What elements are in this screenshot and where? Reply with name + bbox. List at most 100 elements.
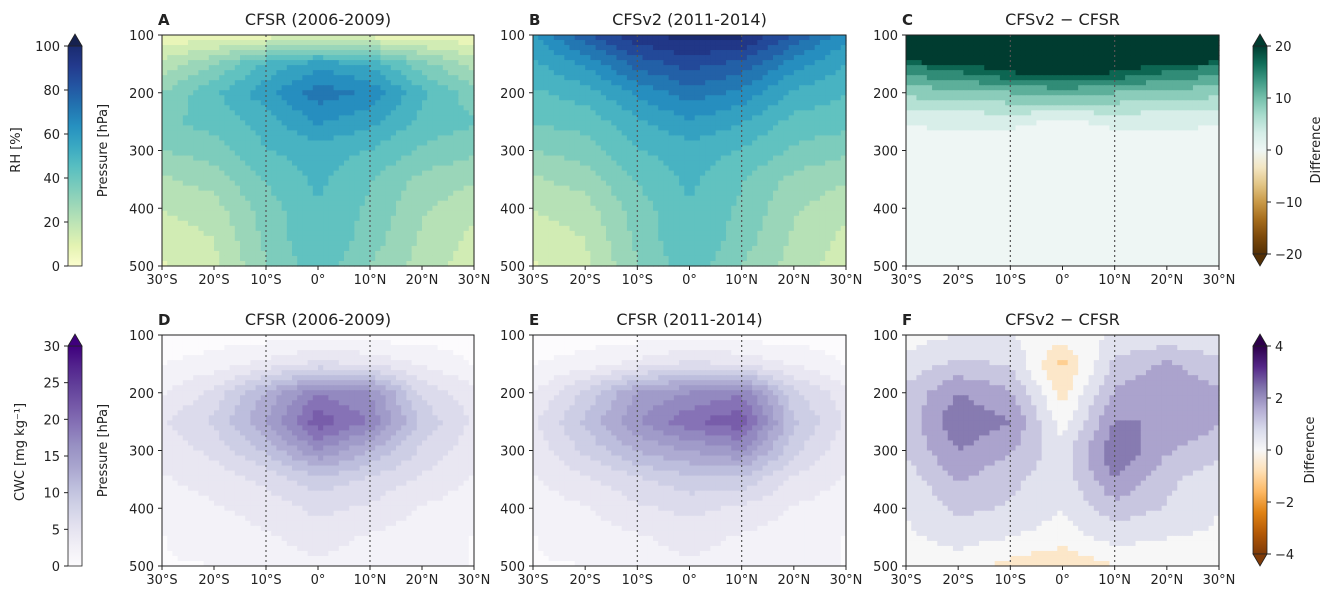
field-cell bbox=[401, 190, 407, 197]
field-cell bbox=[188, 85, 194, 91]
field-cell bbox=[297, 40, 303, 46]
field-cell bbox=[396, 110, 402, 116]
field-cell bbox=[600, 210, 607, 217]
field-cell bbox=[621, 40, 628, 46]
field-cell bbox=[432, 200, 439, 207]
field-cell bbox=[214, 235, 220, 242]
field-cell bbox=[564, 150, 571, 157]
field-cell bbox=[266, 215, 272, 222]
field-cell bbox=[642, 185, 649, 192]
field-cell bbox=[533, 100, 539, 106]
field-cell bbox=[432, 100, 439, 106]
field-cell bbox=[705, 125, 711, 132]
field-cell bbox=[245, 155, 251, 162]
field-cell bbox=[328, 230, 335, 237]
field-cell bbox=[533, 80, 539, 86]
field-cell bbox=[234, 35, 241, 41]
field-cell bbox=[684, 200, 691, 207]
field-cell bbox=[772, 60, 779, 66]
field-cell bbox=[606, 165, 612, 172]
field-cell bbox=[338, 115, 345, 121]
field-cell bbox=[359, 150, 366, 157]
field-cell bbox=[548, 65, 555, 71]
field-cell bbox=[689, 170, 696, 177]
field-cell bbox=[193, 80, 199, 86]
field-cell bbox=[579, 35, 586, 41]
field-cell bbox=[172, 255, 179, 262]
field-cell bbox=[380, 225, 387, 232]
field-cell bbox=[684, 210, 691, 217]
field-cell bbox=[349, 115, 355, 121]
field-cell bbox=[214, 150, 220, 157]
field-cell bbox=[203, 170, 210, 177]
field-cell bbox=[694, 135, 701, 142]
field-cell bbox=[396, 50, 402, 56]
field-cell bbox=[224, 235, 231, 242]
field-cell bbox=[606, 110, 612, 116]
field-cell bbox=[432, 145, 439, 152]
field-cell bbox=[788, 140, 795, 147]
field-cell bbox=[595, 75, 602, 81]
field-cell bbox=[276, 85, 283, 91]
field-cell bbox=[266, 105, 272, 111]
field-cell bbox=[297, 70, 303, 76]
field-cell bbox=[564, 120, 571, 126]
field-cell bbox=[328, 190, 335, 197]
field-cell bbox=[819, 70, 826, 76]
field-cell bbox=[214, 190, 220, 197]
field-cell bbox=[234, 85, 241, 91]
field-cell bbox=[260, 210, 267, 217]
field-cell bbox=[840, 50, 847, 56]
field-cell bbox=[585, 110, 591, 116]
field-cell bbox=[574, 195, 581, 202]
field-cell bbox=[538, 50, 545, 56]
field-cell bbox=[208, 210, 215, 217]
field-cell bbox=[437, 110, 444, 116]
field-cell bbox=[193, 240, 199, 247]
field-cell bbox=[778, 185, 784, 192]
field-cell bbox=[396, 225, 402, 232]
field-cell bbox=[611, 180, 618, 187]
field-cell bbox=[219, 205, 225, 212]
field-cell bbox=[219, 220, 225, 227]
field-cell bbox=[448, 175, 454, 182]
field-cell bbox=[804, 60, 811, 66]
field-cell bbox=[177, 90, 184, 96]
field-cell bbox=[778, 50, 784, 56]
field-cell bbox=[250, 110, 257, 116]
field-cell bbox=[616, 165, 623, 172]
field-cell bbox=[245, 105, 251, 111]
field-cell bbox=[390, 240, 397, 247]
field-cell bbox=[699, 205, 706, 212]
field-cell bbox=[188, 140, 194, 147]
field-cell bbox=[286, 235, 293, 242]
field-cell bbox=[840, 205, 847, 212]
field-cell bbox=[626, 60, 633, 66]
field-cell bbox=[193, 195, 199, 202]
field-cell bbox=[626, 210, 633, 217]
field-cell bbox=[736, 65, 743, 71]
field-cell bbox=[302, 255, 309, 262]
field-cell bbox=[830, 35, 837, 41]
field-cell bbox=[752, 170, 758, 177]
field-cell bbox=[538, 130, 545, 137]
field-cell bbox=[208, 65, 215, 71]
field-cell bbox=[793, 55, 800, 61]
field-cell bbox=[757, 65, 764, 71]
field-cell bbox=[349, 135, 355, 142]
field-cell bbox=[307, 205, 314, 212]
field-cell bbox=[162, 220, 168, 227]
field-cell bbox=[401, 260, 407, 267]
field-cell bbox=[814, 170, 821, 177]
field-cell bbox=[333, 180, 340, 187]
field-cell bbox=[642, 55, 649, 61]
field-cell bbox=[359, 250, 366, 257]
field-cell bbox=[390, 150, 397, 157]
field-cell bbox=[595, 90, 602, 96]
field-cell bbox=[637, 170, 644, 177]
field-cell bbox=[198, 65, 205, 71]
field-cell bbox=[468, 115, 475, 121]
field-cell bbox=[585, 95, 591, 101]
field-cell bbox=[626, 70, 633, 76]
field-cell bbox=[658, 120, 665, 126]
